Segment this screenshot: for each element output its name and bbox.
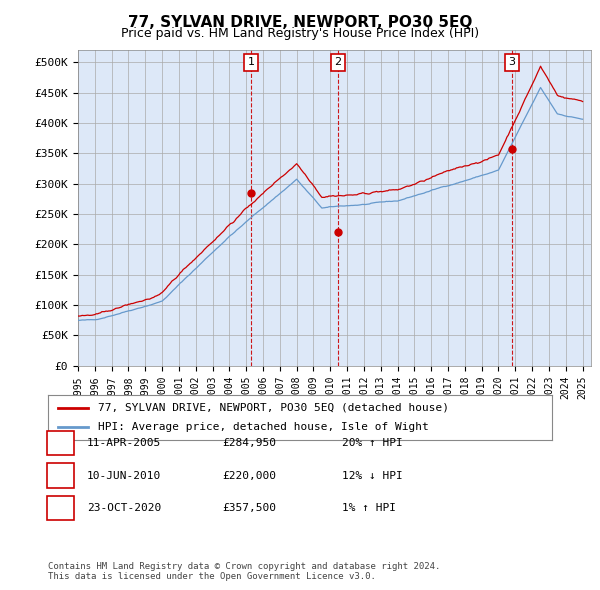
Text: 77, SYLVAN DRIVE, NEWPORT, PO30 5EQ (detached house): 77, SYLVAN DRIVE, NEWPORT, PO30 5EQ (det… [98,403,449,412]
Text: 1% ↑ HPI: 1% ↑ HPI [342,503,396,513]
Text: £220,000: £220,000 [222,471,276,480]
Text: 77, SYLVAN DRIVE, NEWPORT, PO30 5EQ: 77, SYLVAN DRIVE, NEWPORT, PO30 5EQ [128,15,472,30]
Text: £357,500: £357,500 [222,503,276,513]
Text: 23-OCT-2020: 23-OCT-2020 [87,503,161,513]
Text: 10-JUN-2010: 10-JUN-2010 [87,471,161,480]
Text: 3: 3 [509,57,515,67]
Text: Contains HM Land Registry data © Crown copyright and database right 2024.
This d: Contains HM Land Registry data © Crown c… [48,562,440,581]
Text: HPI: Average price, detached house, Isle of Wight: HPI: Average price, detached house, Isle… [98,422,429,432]
Text: 1: 1 [247,57,254,67]
Text: 11-APR-2005: 11-APR-2005 [87,438,161,448]
Text: 1: 1 [57,438,64,448]
Text: 2: 2 [57,471,64,480]
Text: 12% ↓ HPI: 12% ↓ HPI [342,471,403,480]
Text: 20% ↑ HPI: 20% ↑ HPI [342,438,403,448]
Text: £284,950: £284,950 [222,438,276,448]
Text: Price paid vs. HM Land Registry's House Price Index (HPI): Price paid vs. HM Land Registry's House … [121,27,479,40]
Text: 2: 2 [334,57,341,67]
Text: 3: 3 [57,503,64,513]
